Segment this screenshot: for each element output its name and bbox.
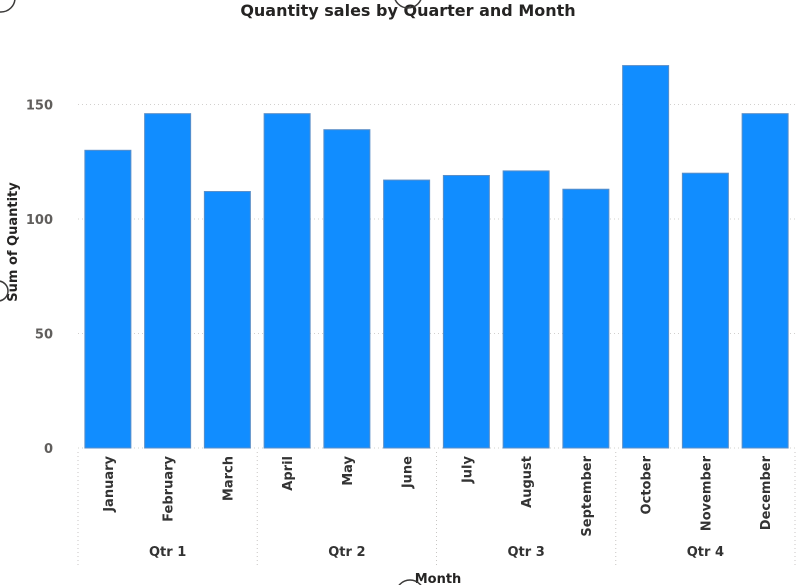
y-axis-title: Sum of Quantity [6,182,21,302]
x-tick-label: February [162,455,177,521]
chart-title: Quantity sales by Quarter and Month [240,1,576,20]
y-tick-label: 100 [26,213,53,228]
x-axis-ticks: January February March April May June July Augu… [102,455,774,536]
x-tick-label: May [341,455,356,485]
y-tick-label: 150 [26,99,53,114]
x-tick-label: July [460,455,475,484]
x-tick-label: November [699,455,714,531]
bar-october [622,65,670,449]
quarter-label: Qtr 1 [149,545,186,560]
y-tick-label: 50 [35,328,53,343]
quarter-label: Qtr 4 [687,545,724,560]
x-tick-label: August [520,456,535,508]
bar-march [203,191,251,449]
quarter-label: Qtr 2 [328,545,365,560]
x-tick-label: January [102,455,117,512]
bar-september [562,188,610,449]
group-separators [77,452,796,566]
x-tick-label: December [759,455,774,530]
x-tick-label: June [401,456,416,489]
bar-november [681,172,729,449]
bars [84,65,789,449]
bar-june [383,179,431,449]
x-tick-label: October [640,455,655,514]
bar-february [144,113,192,449]
decoration-circle-top [394,0,422,9]
bar-january [84,149,132,449]
bar-may [323,129,371,449]
bar-december [741,113,789,449]
x-tick-label: April [281,456,296,491]
bar-april [263,113,311,449]
x-tick-label: March [221,456,236,501]
y-axis-ticks: 0 50 100 150 [26,99,53,458]
x-axis-title: Month [415,572,462,585]
decoration-circle-bottom [398,579,422,585]
x-tick-label: September [580,455,595,536]
y-tick-label: 0 [44,442,53,457]
decoration-circle-left [0,280,9,302]
decoration-circle-top-left [0,0,16,13]
quarter-labels: Qtr 1 Qtr 2 Qtr 3 Qtr 4 [149,545,724,560]
bar-july [442,174,490,449]
quarter-label: Qtr 3 [508,545,545,560]
bar-august [502,170,550,449]
